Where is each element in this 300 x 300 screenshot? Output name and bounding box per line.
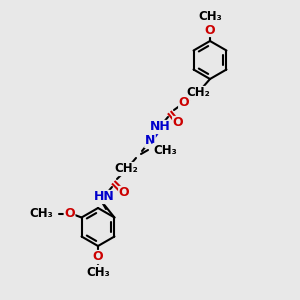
- Text: N: N: [145, 134, 155, 148]
- Text: O: O: [119, 187, 129, 200]
- Text: O: O: [205, 23, 215, 37]
- Text: CH₃: CH₃: [86, 266, 110, 278]
- Text: NH: NH: [150, 121, 170, 134]
- Text: CH₃: CH₃: [30, 207, 53, 220]
- Text: O: O: [93, 250, 103, 263]
- Text: CH₃: CH₃: [153, 143, 177, 157]
- Text: O: O: [64, 207, 75, 220]
- Text: CH₃: CH₃: [198, 11, 222, 23]
- Text: HN: HN: [94, 190, 114, 203]
- Text: O: O: [173, 116, 183, 130]
- Text: CH₂: CH₂: [114, 163, 138, 176]
- Text: O: O: [179, 97, 189, 110]
- Text: CH₂: CH₂: [186, 86, 210, 100]
